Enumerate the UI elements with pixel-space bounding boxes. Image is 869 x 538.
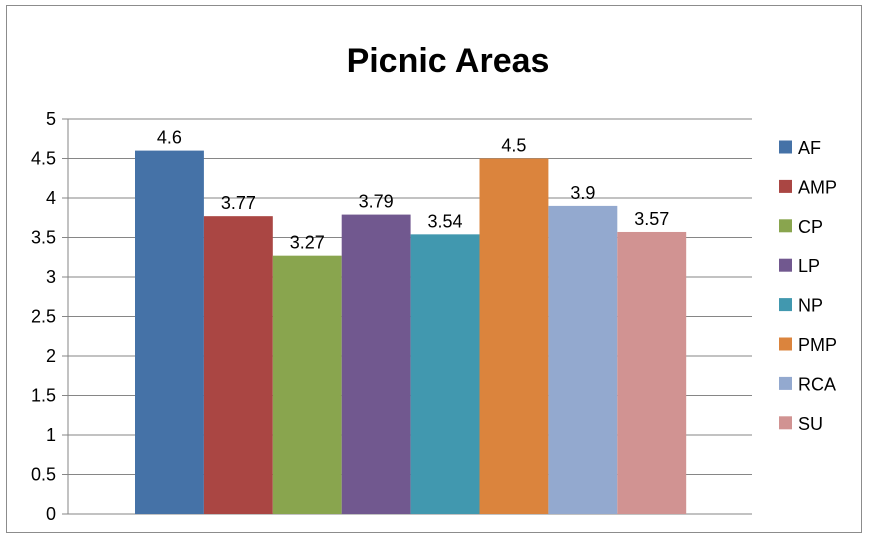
- bar-af: [135, 150, 204, 514]
- data-label-lp: 3.79: [359, 192, 394, 212]
- y-tick-label: 2: [46, 346, 56, 366]
- legend-swatch-rca: [779, 376, 792, 390]
- y-tick-label: 5: [46, 109, 56, 129]
- data-label-pmp: 4.5: [501, 136, 526, 156]
- data-label-cp: 3.27: [290, 233, 325, 253]
- legend-label-np: NP: [798, 296, 823, 316]
- legend-swatch-pmp: [779, 337, 792, 351]
- data-label-np: 3.54: [428, 211, 463, 231]
- legend-label-lp: LP: [798, 256, 820, 276]
- legend-label-af: AF: [798, 138, 821, 158]
- bar-amp: [203, 216, 273, 515]
- data-label-af: 4.6: [157, 128, 182, 148]
- legend-label-rca: RCA: [798, 374, 836, 394]
- y-tick-label: 0: [46, 504, 56, 524]
- legend: AF AMP CP LP NP PMP RCA SU: [779, 138, 837, 434]
- bar-rca: [548, 205, 618, 514]
- legend-label-pmp: PMP: [798, 335, 837, 355]
- legend-label-amp: AMP: [798, 177, 837, 197]
- legend-label-cp: CP: [798, 217, 823, 237]
- data-labels: 4.6 3.77 3.27 3.79 3.54 4.5 3.9 3.57: [157, 128, 669, 253]
- bars: [135, 150, 687, 515]
- bar-su: [617, 231, 687, 514]
- chart-title: Picnic Areas: [347, 42, 550, 80]
- legend-label-su: SU: [798, 414, 823, 434]
- bar-lp: [341, 214, 411, 514]
- y-tick-label: 1.5: [31, 386, 56, 406]
- y-tick-label: 3: [46, 267, 56, 287]
- data-label-su: 3.57: [634, 209, 669, 229]
- bar-cp: [272, 255, 342, 515]
- data-label-amp: 3.77: [221, 193, 256, 213]
- y-axis: 0 0.5 1 1.5 2 2.5 3 3.5 4 4.5 5: [31, 109, 69, 524]
- y-tick-label: 3.5: [31, 228, 56, 248]
- bar-pmp: [479, 158, 549, 514]
- bar-np: [410, 234, 480, 514]
- y-tick-label: 4: [46, 188, 56, 208]
- y-tick-label: 4.5: [31, 149, 56, 169]
- legend-swatch-af: [779, 140, 792, 154]
- legend-swatch-cp: [779, 219, 792, 233]
- data-label-rca: 3.9: [570, 183, 595, 203]
- y-tick-label: 1: [46, 425, 56, 445]
- y-tick-label: 2.5: [31, 307, 56, 327]
- legend-swatch-lp: [779, 258, 792, 272]
- y-tick-label: 0.5: [31, 465, 56, 485]
- legend-swatch-np: [779, 298, 792, 312]
- legend-swatch-su: [779, 416, 792, 430]
- legend-swatch-amp: [779, 179, 792, 193]
